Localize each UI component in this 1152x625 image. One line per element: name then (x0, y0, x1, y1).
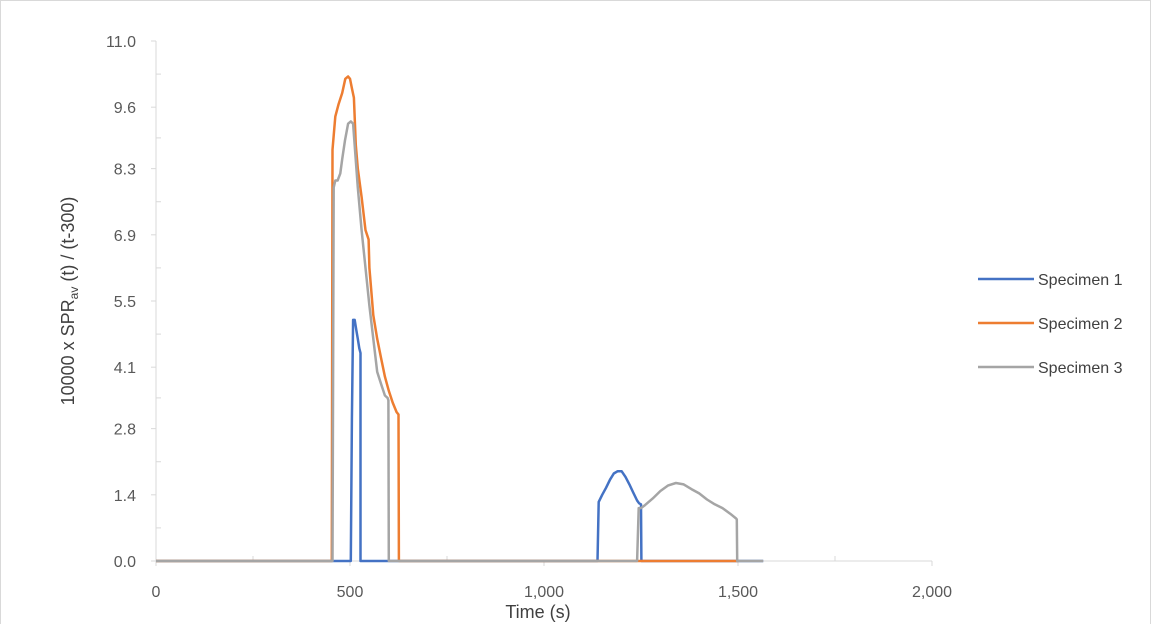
plot-lines (156, 75, 764, 563)
series-line-specimen-1 (156, 318, 764, 563)
x-tick-label: 2,000 (912, 584, 952, 601)
x-tick-label: 1,500 (718, 584, 758, 601)
y-axis-title-suffix: (t) / (t-300) (58, 197, 78, 287)
y-tick-label: 5.5 (114, 294, 136, 311)
y-tick-label: 4.1 (114, 360, 136, 377)
y-axis-title-subscript: av (67, 287, 81, 300)
axes: 0 500 1,000 1,500 2,000 0.0 1.4 2.8 4.1 5.5 6.9 8.3… (106, 34, 952, 601)
x-tick-label: 0 (152, 584, 161, 601)
series-line-specimen-2 (156, 75, 738, 563)
legend-label-specimen-2: Specimen 2 (1038, 316, 1123, 333)
y-axis-title: 10000 x SPRav (t) / (t-300) (58, 197, 81, 406)
y-tick-label: 11.0 (106, 34, 136, 51)
y-axis-title-prefix: 10000 x SPR (58, 299, 78, 405)
y-tick-label: 0.0 (114, 554, 136, 571)
legend-label-specimen-1: Specimen 1 (1038, 272, 1123, 289)
y-tick-label: 1.4 (114, 488, 136, 505)
legend-label-specimen-3: Specimen 3 (1038, 360, 1123, 377)
x-tick-label: 1,000 (524, 584, 564, 601)
y-tick-label: 8.3 (114, 162, 136, 179)
y-tick-label: 6.9 (114, 228, 136, 245)
y-tick-label: 2.8 (114, 422, 136, 439)
x-axis-title: Time (s) (505, 602, 570, 622)
y-tick-label: 9.6 (114, 100, 136, 117)
x-tick-label: 500 (337, 584, 364, 601)
legend: Specimen 1 Specimen 2 Specimen 3 (978, 272, 1123, 377)
series-line-specimen-3 (156, 120, 764, 563)
